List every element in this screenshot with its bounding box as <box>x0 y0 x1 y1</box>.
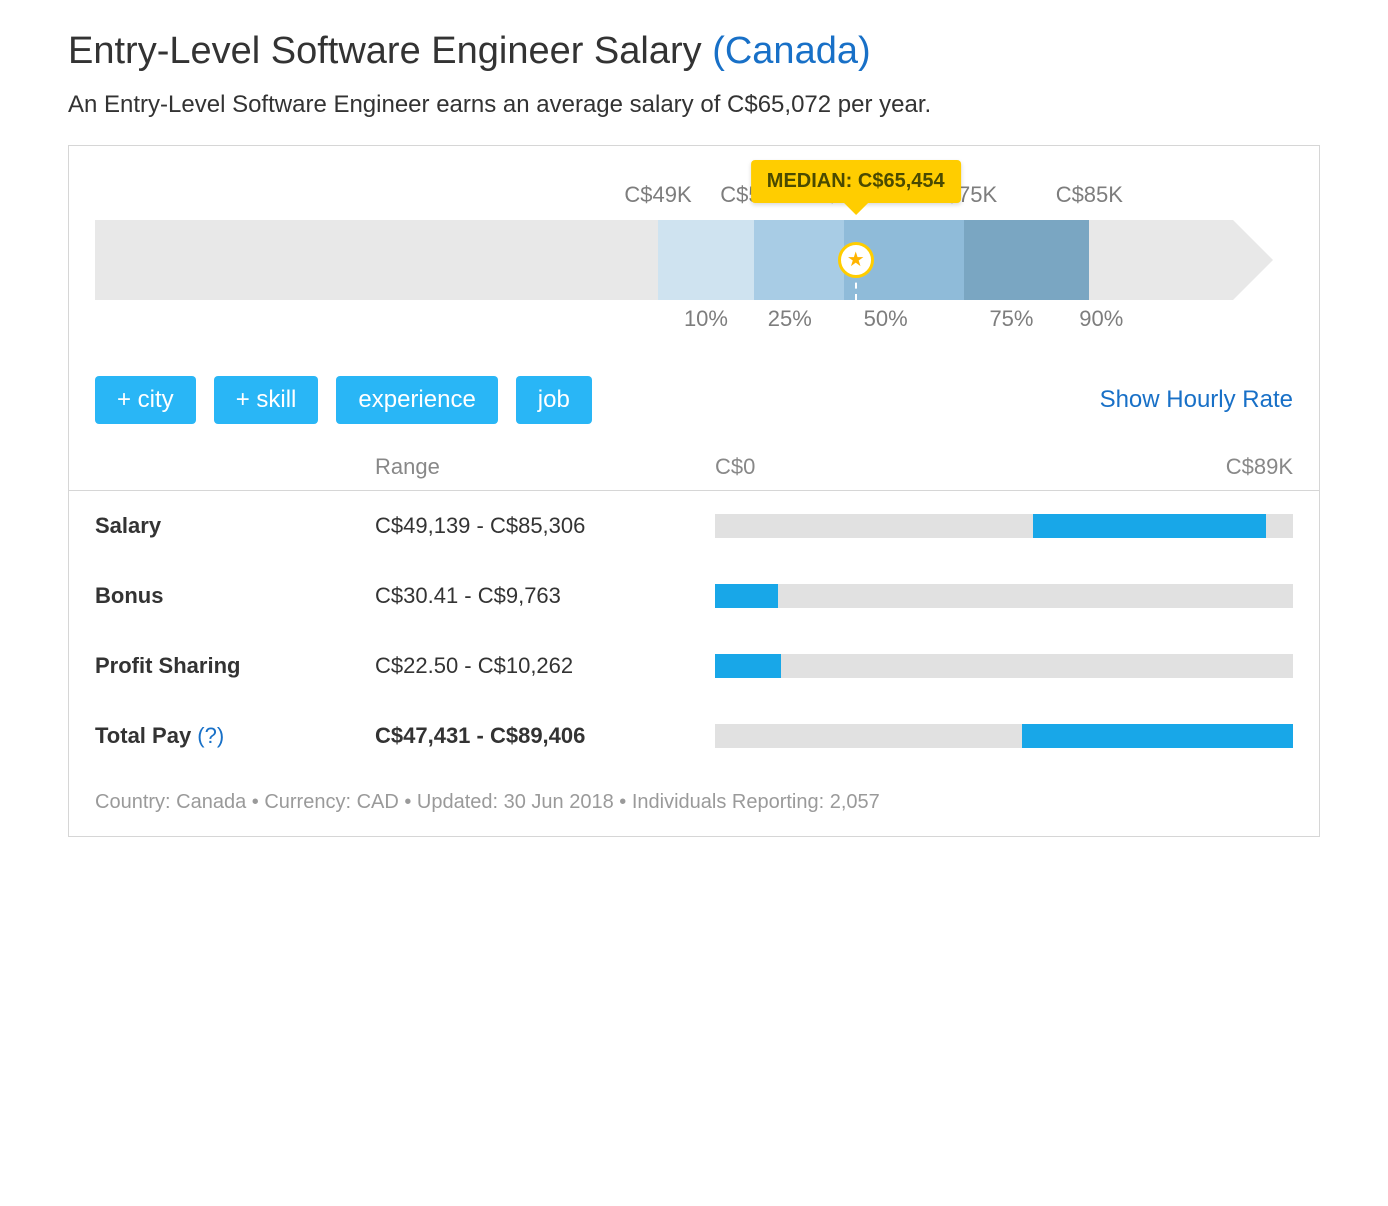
distribution-segment <box>658 220 754 300</box>
percent-tick: 50% <box>864 306 908 332</box>
percent-tick-labels: 10% 25% 50% 75% 90% <box>95 306 1293 336</box>
help-icon[interactable]: (?) <box>197 723 224 748</box>
row-range: C$49,139 - C$85,306 <box>375 513 715 539</box>
filters-row: + city + skill experience job Show Hourly R… <box>95 376 1293 424</box>
axis-max-label: C$89K <box>1226 454 1293 480</box>
distribution-segment <box>754 220 844 300</box>
percent-tick: 10% <box>684 306 728 332</box>
show-hourly-rate-link[interactable]: Show Hourly Rate <box>1100 386 1293 414</box>
distribution-segment <box>964 220 1090 300</box>
page-title: Entry-Level Software Engineer Salary (Ca… <box>68 30 1320 73</box>
row-label: Total Pay (?) <box>95 723 375 749</box>
arrow-head-icon <box>1233 220 1273 300</box>
filter-button-experience[interactable]: experience <box>336 376 497 424</box>
subtitle: An Entry-Level Software Engineer earns a… <box>68 91 1320 119</box>
range-bar <box>715 654 1293 678</box>
table-row: Salary C$49,139 - C$85,306 <box>69 490 1319 561</box>
salary-tick-labels: C$49KC$57KC$65KC$75KC$85K <box>95 182 1293 212</box>
row-range: C$30.41 - C$9,763 <box>375 583 715 609</box>
range-bar-fill <box>1022 724 1293 748</box>
salary-tick: C$49K <box>624 182 691 208</box>
table-row: Profit Sharing C$22.50 - C$10,262 <box>95 631 1293 701</box>
filter-button-job[interactable]: job <box>516 376 592 424</box>
row-label: Bonus <box>95 583 375 609</box>
table-row: Bonus C$30.41 - C$9,763 <box>95 561 1293 631</box>
salary-distribution-chart: C$49KC$57KC$65KC$75KC$85K MEDIAN: C$65,4… <box>95 182 1293 336</box>
range-bar <box>715 514 1293 538</box>
filter-button-city[interactable]: + city <box>95 376 196 424</box>
percent-tick: 75% <box>989 306 1033 332</box>
location-link[interactable]: (Canada) <box>712 30 870 72</box>
table-header: Range C$0 C$89K <box>95 454 1293 490</box>
title-text: Entry-Level Software Engineer Salary <box>68 30 712 72</box>
salary-card: C$49KC$57KC$65KC$75KC$85K MEDIAN: C$65,4… <box>68 145 1320 837</box>
star-icon: ★ <box>847 250 865 270</box>
row-range: C$22.50 - C$10,262 <box>375 653 715 679</box>
range-bar-fill <box>715 654 781 678</box>
range-bar-fill <box>1033 514 1267 538</box>
range-bar <box>715 584 1293 608</box>
range-axis: C$0 C$89K <box>715 454 1293 480</box>
table-row: Total Pay (?)C$47,431 - C$89,406 <box>95 701 1293 771</box>
row-label: Profit Sharing <box>95 653 375 679</box>
range-column-header: Range <box>375 454 715 480</box>
distribution-arrow: MEDIAN: C$65,454 ★ <box>95 220 1293 300</box>
percent-tick: 90% <box>1079 306 1123 332</box>
row-range: C$47,431 - C$89,406 <box>375 723 715 749</box>
median-marker: ★ <box>838 242 874 278</box>
footer-meta: Country: Canada • Currency: CAD • Update… <box>95 791 1293 814</box>
filter-button-skill[interactable]: + skill <box>214 376 319 424</box>
axis-min-label: C$0 <box>715 454 755 480</box>
range-bar <box>715 724 1293 748</box>
salary-tick: C$85K <box>1056 182 1123 208</box>
percent-tick: 25% <box>768 306 812 332</box>
median-label: MEDIAN: C$65,454 <box>767 170 945 192</box>
median-tooltip: MEDIAN: C$65,454 <box>751 160 961 203</box>
row-label: Salary <box>95 513 375 539</box>
range-bar-fill <box>715 584 778 608</box>
